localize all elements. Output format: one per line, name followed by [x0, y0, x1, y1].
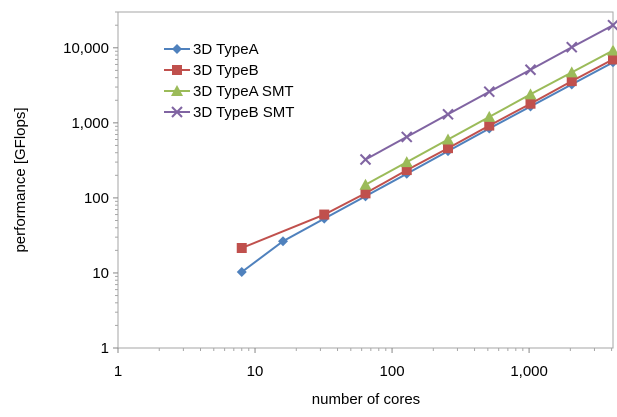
data-point [319, 210, 329, 220]
x-tick-label: 1,000 [510, 363, 548, 380]
data-point [608, 54, 617, 64]
y-tick-label: 1,000 [71, 115, 109, 132]
y-tick-label: 10 [92, 265, 109, 282]
data-point [443, 143, 453, 153]
y-tick-label: 10,000 [63, 40, 109, 57]
y-axis-title: performance [GFlops] [12, 107, 29, 252]
y-tick-label: 100 [84, 190, 109, 207]
y-tick-label: 1 [101, 340, 109, 357]
x-tick-label: 1 [114, 363, 122, 380]
data-point [526, 99, 536, 109]
data-point [361, 188, 371, 198]
data-point [484, 121, 494, 131]
legend-label: 3D TypeA [193, 41, 259, 58]
legend-label: 3D TypeB [193, 62, 259, 79]
x-axis-title: number of cores [312, 391, 420, 408]
legend-label: 3D TypeB SMT [193, 104, 294, 121]
data-point [237, 243, 247, 253]
x-tick-label: 100 [380, 363, 405, 380]
data-point [567, 76, 577, 86]
legend-marker [172, 65, 182, 75]
legend-label: 3D TypeA SMT [193, 83, 294, 100]
x-tick-label: 10 [247, 363, 264, 380]
